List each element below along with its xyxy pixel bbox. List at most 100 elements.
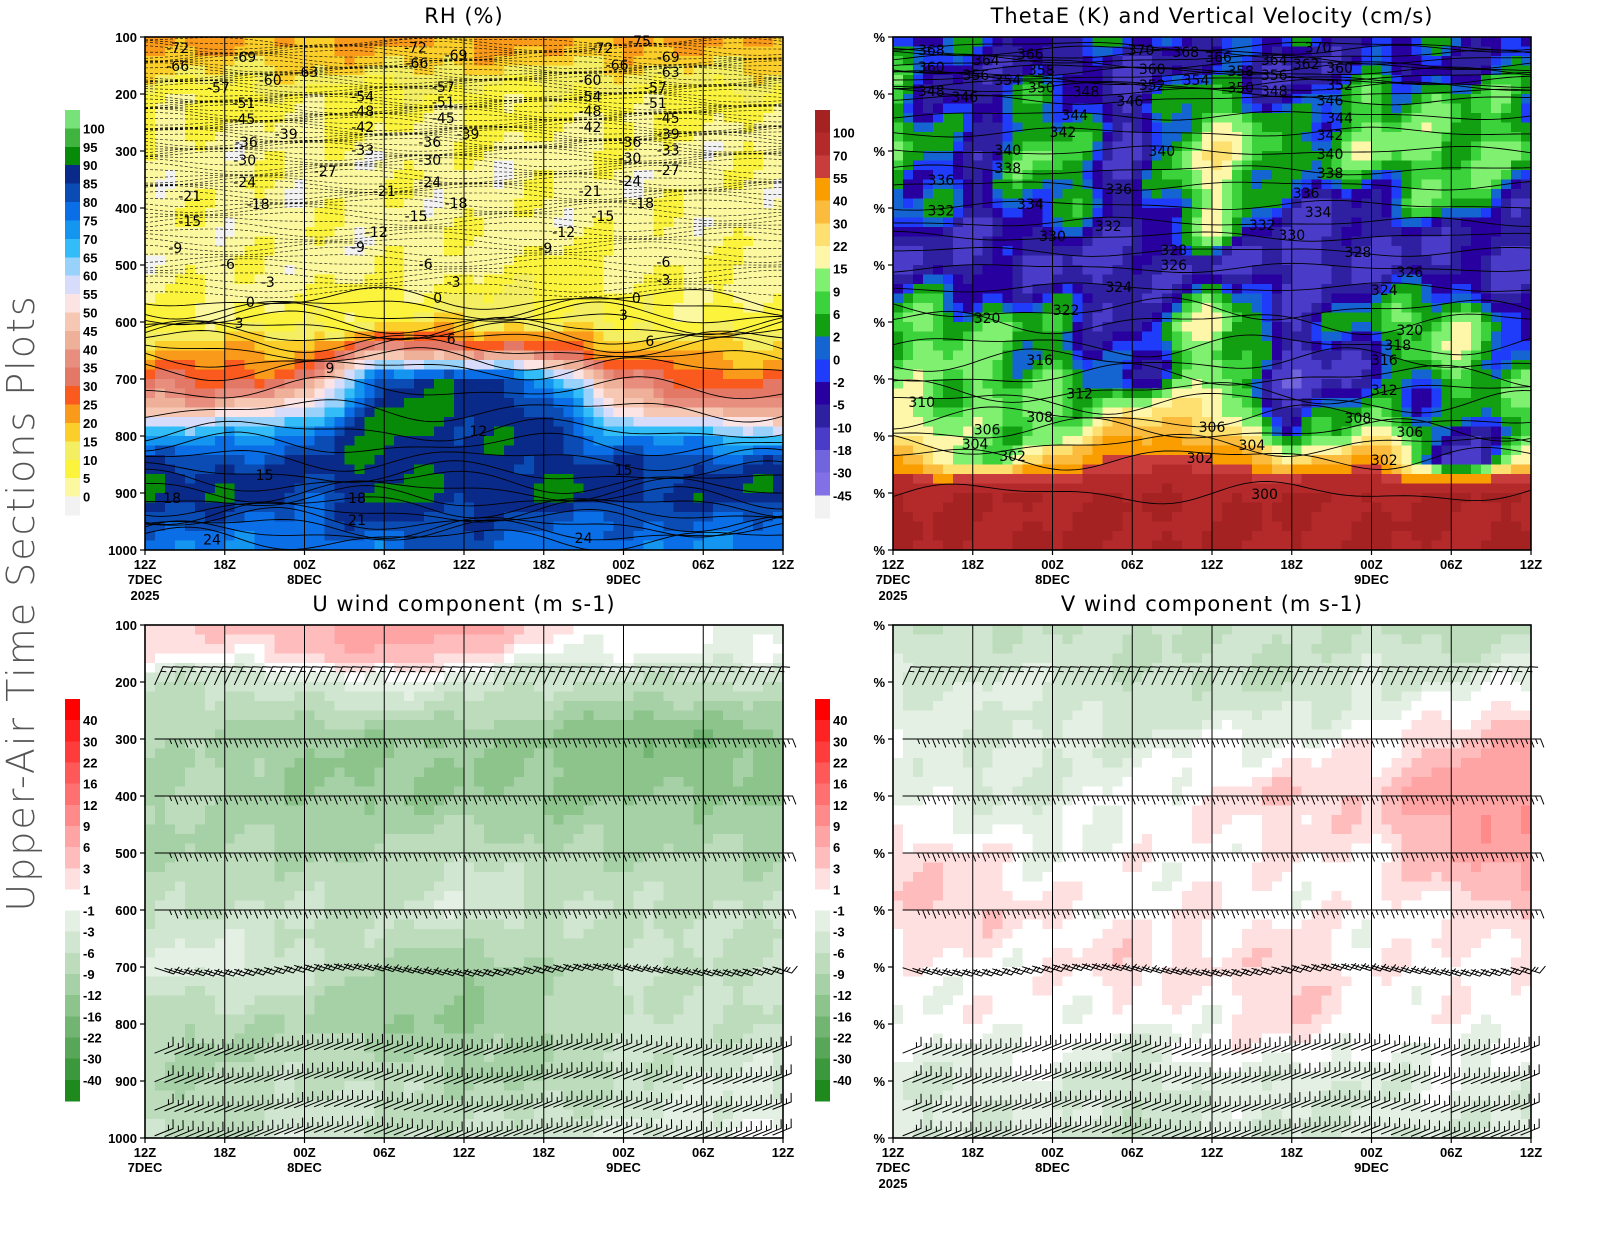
field-cell <box>384 160 395 171</box>
field-cell <box>284 512 296 523</box>
field-cell <box>583 531 595 542</box>
field-cell <box>155 426 166 437</box>
field-cell <box>513 312 525 323</box>
contour-label: -66 <box>606 58 629 74</box>
field-cell <box>733 369 744 380</box>
field-cell <box>1042 464 1054 475</box>
field-cell <box>334 474 345 485</box>
field-cell <box>414 94 425 105</box>
field-cell <box>284 331 296 342</box>
field-cell <box>763 170 774 181</box>
field-cell <box>523 293 535 304</box>
field-cell <box>673 540 684 551</box>
field-cell <box>1062 341 1074 352</box>
field-cell <box>1042 198 1054 209</box>
field-cell <box>743 217 754 228</box>
field-cell <box>893 132 904 143</box>
field-cell <box>1032 293 1044 304</box>
field-cell <box>354 37 365 48</box>
field-cell <box>763 227 774 238</box>
field-cell <box>454 474 465 485</box>
field-cell <box>254 369 266 380</box>
field-cell <box>992 379 1004 390</box>
field-cell <box>324 293 335 304</box>
field-cell <box>992 521 1004 532</box>
field-cell <box>374 493 385 504</box>
field-cell <box>304 369 316 380</box>
field-cell <box>244 56 256 67</box>
field-cell <box>414 502 425 513</box>
field-cell <box>563 350 575 361</box>
field-cell <box>1002 407 1014 418</box>
field-cell <box>164 417 176 428</box>
contour-line <box>144 36 784 47</box>
field-cell <box>942 284 954 295</box>
contour-line <box>144 162 784 173</box>
field-cell <box>354 293 365 304</box>
field-cell <box>404 483 415 494</box>
field-cell <box>214 151 226 162</box>
field-cell <box>224 360 236 371</box>
field-cell <box>493 350 505 361</box>
field-cell <box>733 94 744 105</box>
field-cell <box>1022 531 1034 542</box>
field-cell <box>503 141 515 152</box>
field-cell <box>903 502 914 513</box>
field-cell <box>404 198 415 209</box>
field-cell <box>603 341 615 352</box>
panel-title: RH (%) <box>424 4 503 28</box>
field-cell <box>922 322 934 333</box>
field-cell <box>1042 208 1054 219</box>
field-cell <box>444 141 455 152</box>
field-cell <box>982 417 994 428</box>
field-cell <box>354 417 365 428</box>
field-cell <box>404 75 415 86</box>
field-cell <box>224 312 236 323</box>
field-cell <box>254 398 266 409</box>
field-cell <box>264 65 276 76</box>
field-cell <box>1042 531 1054 542</box>
field-cell <box>962 132 974 143</box>
field-cell <box>194 65 206 76</box>
field-cell <box>673 198 684 209</box>
field-cell <box>464 189 475 200</box>
field-cell <box>394 113 405 124</box>
field-cell <box>364 132 375 143</box>
field-cell <box>324 407 335 418</box>
field-cell <box>364 341 375 352</box>
contour-label: -72 <box>591 41 614 57</box>
field-cell <box>583 113 595 124</box>
field-cell <box>254 512 266 523</box>
field-cell <box>204 531 216 542</box>
field-cell <box>444 274 455 285</box>
x-tick-label: 12Z <box>453 557 475 572</box>
field-cell <box>733 141 744 152</box>
field-cell <box>1082 132 1093 143</box>
field-cell <box>1112 398 1123 409</box>
field-cell <box>454 46 465 57</box>
field-cell <box>334 46 345 57</box>
colorbar-label: 25 <box>83 398 97 413</box>
field-cell <box>244 84 256 95</box>
field-cell <box>155 255 166 266</box>
field-cell <box>613 474 625 485</box>
field-cell <box>583 246 595 257</box>
field-cell <box>523 208 535 219</box>
field-cell <box>603 141 615 152</box>
field-cell <box>194 179 206 190</box>
field-cell <box>703 464 714 475</box>
field-cell <box>194 293 206 304</box>
field-cell <box>743 502 754 513</box>
y-tick-label: 800 <box>115 429 137 444</box>
field-cell <box>763 407 774 418</box>
field-cell <box>364 65 375 76</box>
field-cell <box>1102 464 1113 475</box>
field-cell <box>304 246 316 257</box>
field-cell <box>733 151 744 162</box>
field-cell <box>673 217 684 228</box>
field-cell <box>344 236 355 247</box>
field-cell <box>533 94 545 105</box>
field-cell <box>155 398 166 409</box>
field-cell <box>1102 379 1113 390</box>
field-cell <box>603 113 615 124</box>
